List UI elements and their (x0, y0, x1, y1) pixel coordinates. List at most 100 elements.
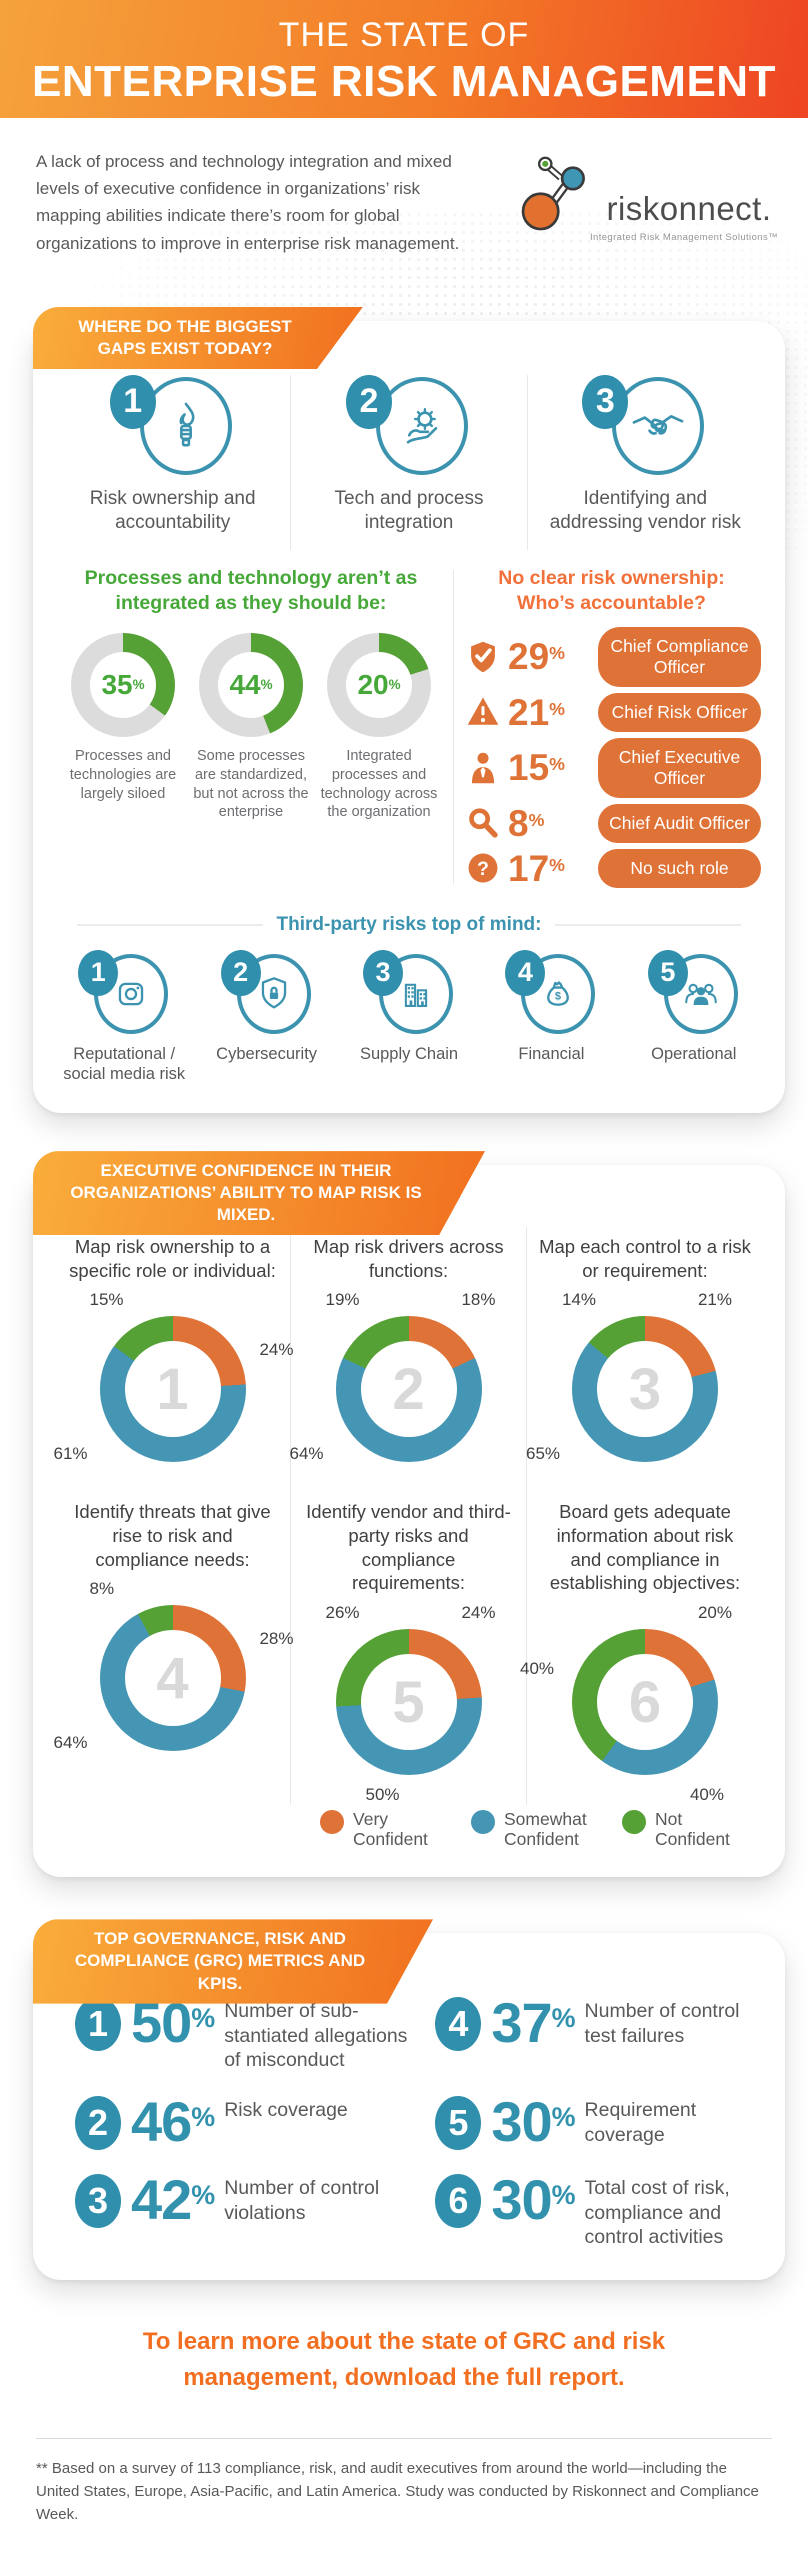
grc-metric-5: 5 30% Requirement coverage (435, 2094, 759, 2151)
ownership-value: 29 (508, 636, 550, 678)
grc-metric-4: 4 37% Number of control test failures (435, 1995, 759, 2072)
chart-title: Identify vendor and third-party risks an… (306, 1501, 511, 1594)
legend-dot-teal (471, 1810, 495, 1835)
donut-chart (335, 1316, 482, 1463)
metric-label: Number of control violations (224, 2177, 380, 2224)
percent-sign: % (528, 810, 545, 831)
confidence-ribbon: EXECUTIVE CONFIDENCE IN THEIR ORGANIZATI… (33, 1151, 485, 1235)
percent-sign: % (191, 2102, 215, 2133)
legend-item-very-confident: Very Confident (320, 1809, 439, 1849)
ring-chart: 35% (71, 632, 175, 737)
donut-slice-label: 26% (325, 1603, 360, 1623)
percent-sign: % (549, 643, 565, 664)
metric-label: Risk coverage (224, 2099, 348, 2122)
percent-sign: % (132, 677, 145, 693)
donut-chart (99, 1605, 246, 1752)
shield-check-icon (466, 640, 500, 674)
donut-center-number: 1 (156, 1356, 189, 1422)
confidence-ribbon-line2: ORGANIZATIONS’ ABILITY TO MAP RISK IS MI… (70, 1183, 422, 1225)
donut-center-number: 2 (392, 1356, 425, 1422)
metric-number-badge: 4 (435, 1997, 482, 2052)
question-icon: ? (466, 851, 500, 885)
donut-center-number: 4 (156, 1645, 189, 1711)
ownership-value: 8 (508, 802, 529, 844)
percent-sign: % (191, 2180, 215, 2211)
thirdparty-item-financial: $ 4 Financial (480, 949, 622, 1085)
gaps-ribbon-line1: WHERE DO THE BIGGEST (78, 316, 292, 336)
intro-section: A lack of process and technology integra… (0, 118, 808, 263)
confidence-chart-1: Map risk ownership to a specific role or… (53, 1227, 294, 1493)
donut-slice-label: 64% (289, 1444, 324, 1464)
metric-value: 30 (491, 2090, 552, 2154)
thirdparty-item-label: Supply Chain (359, 1044, 459, 1063)
svg-text:?: ? (477, 858, 489, 880)
percent-sign: % (191, 2003, 215, 2034)
ownership-row: ? 17% No such role (466, 847, 761, 889)
grc-metric-2: 2 46% Risk coverage (75, 2094, 421, 2151)
metric-number-badge: 5 (435, 2096, 482, 2151)
ownership-row: 29% Chief Compliance Officer (466, 626, 761, 687)
percent-sign: % (551, 2003, 576, 2034)
thirdparty-title-row: Third-party risks top of mind: (77, 914, 742, 936)
legend-dot-green (622, 1810, 646, 1835)
ring-label: Some processes are standardized, but not… (193, 747, 309, 821)
donut-slice-label: 40% (689, 1785, 724, 1805)
donut-slice-label: 18% (461, 1290, 496, 1310)
thirdparty-item-operational: 5 Operational (623, 949, 765, 1085)
gap-number-badge: 3 (582, 374, 629, 429)
divider-line (555, 923, 742, 926)
ring-value: 35 (101, 668, 133, 700)
ownership-title: No clear risk ownership: Who’s accountab… (462, 566, 761, 617)
confidence-chart-grid: Map risk ownership to a specific role or… (33, 1227, 785, 1806)
donut-slice-label: 21% (697, 1290, 732, 1310)
gap-item-label: Tech and process integration (334, 487, 484, 534)
svg-text:$: $ (555, 990, 561, 1002)
thirdparty-item-label: Operational (651, 1044, 737, 1063)
thirdparty-number-badge: 5 (647, 949, 688, 996)
metric-label: Total cost of risk, compliance and contr… (584, 2177, 730, 2249)
ring-chart: 44% (199, 632, 303, 737)
gaps-detail-row: Processes and technology aren’t as integ… (33, 552, 785, 898)
confidence-chart-5: Identify vendor and third-party risks an… (291, 1492, 527, 1806)
donut-chart (99, 1316, 246, 1463)
divider-line (77, 923, 263, 926)
page-title-line2: ENTERPRISE RISK MANAGEMENT (32, 57, 776, 106)
metric-number-badge: 3 (75, 2174, 121, 2229)
integration-donut-standardized: 44% Some processes are standardized, but… (187, 632, 315, 822)
gap-item-tech-process: 2 Tech and process integration (291, 374, 528, 551)
thirdparty-item-cybersecurity: 2 Cybersecurity (195, 949, 337, 1085)
ownership-value: 17 (508, 847, 550, 889)
chart-title: Identify threats that give rise to risk … (74, 1501, 271, 1570)
donut-slice-label: 61% (53, 1444, 88, 1464)
metric-label: Number of control test failures (584, 2000, 740, 2047)
role-pill: Chief Risk Officer (598, 692, 761, 732)
chart-title: Map risk ownership to a specific role or… (69, 1236, 276, 1281)
metric-value: 30 (491, 2168, 552, 2232)
role-pill: No such role (598, 848, 761, 888)
vertical-divider (453, 570, 454, 884)
donut-slice-label: 20% (697, 1603, 732, 1623)
percent-sign: % (551, 2102, 576, 2133)
thirdparty-item-label: Financial (518, 1044, 585, 1063)
integration-donut-integrated: 20% Integrated processes and technology … (315, 632, 443, 822)
thirdparty-items-row: 1 Reputational / social media risk 2 Cyb… (33, 942, 785, 1113)
metric-label: Requirement coverage (584, 2099, 697, 2146)
donut-slice-label: 64% (53, 1733, 88, 1753)
metric-label: Number of sub­stantiated allegations of … (224, 2000, 408, 2072)
donut-slice-label: 19% (325, 1290, 360, 1310)
metric-number-badge: 2 (75, 2096, 121, 2151)
role-pill: Chief Audit Officer (598, 803, 761, 843)
confidence-card: EXECUTIVE CONFIDENCE IN THEIR ORGANIZATI… (33, 1165, 785, 1878)
cta-text: To learn more about the state of GRC and… (142, 2327, 666, 2391)
metric-value: 42 (131, 2168, 192, 2232)
riskonnect-logo: riskonnect. Integrated Risk Management S… (488, 148, 794, 257)
confidence-ribbon-line1: EXECUTIVE CONFIDENCE IN THEIR (100, 1161, 392, 1181)
ownership-value: 15 (508, 747, 550, 789)
gaps-ribbon: WHERE DO THE BIGGEST GAPS EXIST TODAY? (33, 307, 363, 369)
integration-section: Processes and technology aren’t as integ… (57, 566, 445, 894)
riskonnect-logo-tagline: Integrated Risk Management Solutions™ (589, 232, 778, 243)
metric-number-badge: 6 (435, 2174, 482, 2229)
ring-value: 20 (357, 668, 389, 700)
role-pill: Chief Compliance Officer (598, 626, 761, 687)
donut-slice-label: 24% (259, 1340, 294, 1360)
